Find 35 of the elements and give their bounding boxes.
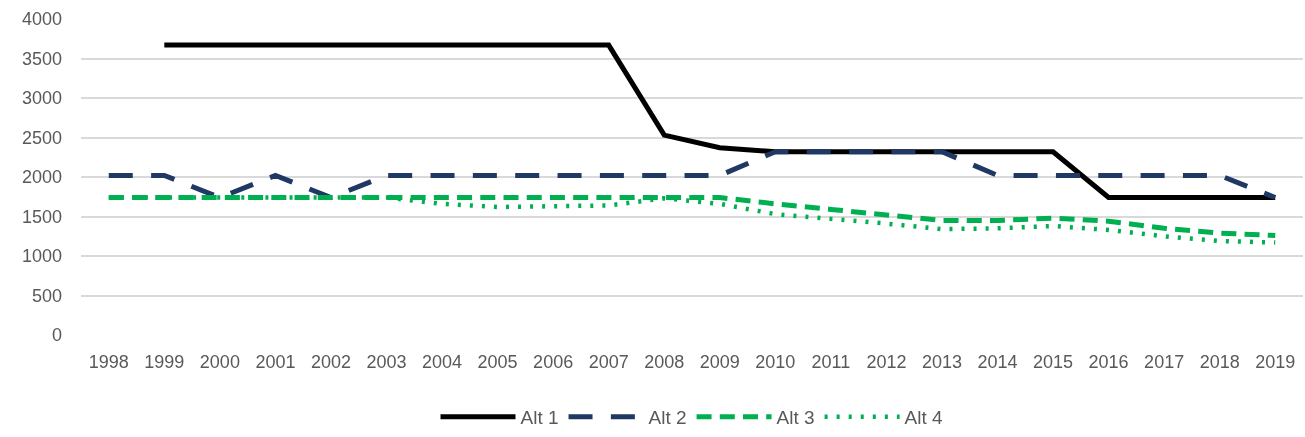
y-tick-label: 2000 xyxy=(21,167,62,188)
y-tick-label: 1000 xyxy=(21,246,62,267)
x-tick-label: 2018 xyxy=(1199,352,1240,372)
x-tick-label: 2007 xyxy=(588,352,629,372)
x-tick-label: 2010 xyxy=(755,352,796,372)
x-tick-label: 2019 xyxy=(1255,352,1296,372)
x-tick-label: 2008 xyxy=(644,352,685,372)
x-tick-label: 2002 xyxy=(310,352,351,372)
x-tick-label: 2006 xyxy=(533,352,574,372)
legend-label: Alt 1 xyxy=(520,407,559,429)
legend-label: Alt 3 xyxy=(776,407,815,429)
x-tick-label: 1999 xyxy=(144,352,185,372)
x-tick-label: 2001 xyxy=(255,352,296,372)
x-tick-label: 2005 xyxy=(477,352,518,372)
x-tick-label: 2014 xyxy=(977,352,1018,372)
x-tick-label: 2017 xyxy=(1144,352,1185,372)
y-tick-label: 2500 xyxy=(21,127,62,148)
x-tick-label: 2015 xyxy=(1033,352,1074,372)
y-tick-label: 0 xyxy=(51,325,62,346)
legend-label: Alt 2 xyxy=(648,407,687,429)
x-tick-label: 2013 xyxy=(921,352,962,372)
x-tick-label: 2000 xyxy=(199,352,240,372)
x-tick-label: 2012 xyxy=(866,352,907,372)
x-tick-label: 2009 xyxy=(699,352,740,372)
y-tick-label: 500 xyxy=(31,285,62,306)
x-tick-label: 2004 xyxy=(422,352,463,372)
x-tick-label: 2011 xyxy=(811,352,851,372)
x-tick-label: 1998 xyxy=(88,352,129,372)
x-tick-label: 2003 xyxy=(366,352,407,372)
y-tick-label: 1500 xyxy=(21,206,62,227)
y-tick-label: 3500 xyxy=(21,48,62,69)
y-tick-label: 4000 xyxy=(21,9,62,30)
legend-label: Alt 4 xyxy=(904,407,944,429)
x-tick-label: 2016 xyxy=(1088,352,1129,372)
y-tick-label: 3000 xyxy=(21,88,62,109)
